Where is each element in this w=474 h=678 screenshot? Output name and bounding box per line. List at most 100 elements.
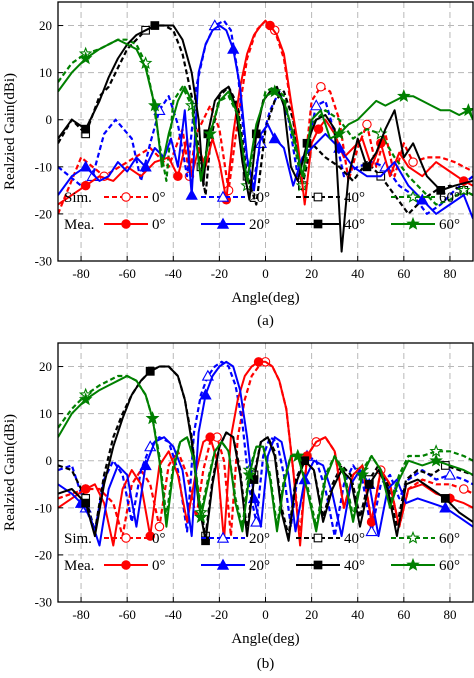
y-tick-label: -20 <box>35 547 52 562</box>
data-point-marker <box>227 42 240 54</box>
data-point-marker <box>443 468 457 480</box>
legend-swatch-marker <box>313 192 323 202</box>
legend-swatch-marker <box>313 560 323 570</box>
x-tick-label: -80 <box>72 607 89 622</box>
legend-entry-label: 60° <box>439 558 460 574</box>
legend-swatch-marker <box>121 219 131 229</box>
legend-swatch-marker <box>406 530 420 544</box>
data-point-marker <box>316 82 326 92</box>
x-tick-label: 60 <box>397 607 410 622</box>
data-point-marker <box>365 525 378 537</box>
data-point-marker <box>80 180 91 191</box>
data-point-marker <box>185 188 198 200</box>
legend-row-label: Sim. <box>64 531 92 547</box>
x-tick-label: -40 <box>165 266 182 281</box>
legend-swatch-marker <box>216 558 230 570</box>
data-point-marker <box>459 484 469 494</box>
legend-row-label: Sim. <box>64 190 92 206</box>
legend-swatch-marker <box>406 557 420 571</box>
legend-swatch-marker <box>313 219 323 229</box>
chart-panel-b: -80 -60 -40 -20 0 20 40 60 80 -30 -20 -10 0 10 20 Sim.… <box>2 342 474 672</box>
y-tick-label: 0 <box>46 453 53 468</box>
data-point-marker <box>201 536 210 546</box>
data-point-marker <box>332 126 347 140</box>
x-tick-label: -40 <box>165 607 182 622</box>
y-tick-label: -20 <box>35 206 52 221</box>
x-tick-label: -60 <box>118 607 135 622</box>
x-tick-label: -20 <box>211 266 228 281</box>
legend-entry-label: 60° <box>439 190 460 206</box>
data-point-marker <box>145 366 155 376</box>
data-point-marker <box>355 467 370 481</box>
data-point-marker <box>205 432 215 442</box>
legend-swatch-marker <box>406 189 420 203</box>
y-tick-label: -30 <box>35 254 52 269</box>
axis-ticks: -80 -60 -40 -20 0 20 40 60 80 -30 -20 -10 0 10 20 <box>35 359 457 622</box>
legend-swatch-marker <box>313 533 323 543</box>
y-tick-label: -10 <box>35 159 52 174</box>
series-line <box>58 38 473 182</box>
x-tick-label: 20 <box>305 266 318 281</box>
x-tick-label: -80 <box>72 266 89 281</box>
data-point-marker <box>313 124 324 134</box>
y-tick-label: 20 <box>39 18 52 33</box>
x-tick-label: 60 <box>397 266 410 281</box>
data-point-marker <box>397 89 411 102</box>
data-point-marker <box>265 20 275 31</box>
legend-swatch-marker <box>406 216 420 230</box>
data-point-marker <box>429 453 443 467</box>
data-point-marker <box>81 124 91 134</box>
data-point-marker <box>362 119 372 130</box>
x-tick-label: -60 <box>118 266 135 281</box>
data-point-marker <box>364 479 374 489</box>
y-axis-label: Realzied Gain(dBi) <box>2 73 18 190</box>
legend-entry-label: 20° <box>249 190 270 206</box>
legend: Sim. Mea. 0° 20° 40° 60° 0° 20° 40° 60° <box>64 189 460 233</box>
panel-label: (a) <box>257 313 274 329</box>
legend-entry-label: 20° <box>249 531 270 547</box>
data-point-marker <box>194 510 208 524</box>
series-mea-20- <box>58 360 473 547</box>
series-mea-0- <box>58 357 473 547</box>
data-point-marker <box>203 126 217 140</box>
data-point-marker <box>81 498 91 508</box>
x-axis-label: Angle(deg) <box>231 631 299 647</box>
series-mea-20- <box>58 24 473 219</box>
x-tick-label: 0 <box>262 607 269 622</box>
data-point-marker <box>253 357 264 367</box>
legend: Sim. Mea. 0° 20° 40° 60° 0° 20° 40° 60° <box>64 530 460 574</box>
legend-entry-label: 0° <box>152 190 166 206</box>
data-point-marker <box>268 132 281 144</box>
series-mea-60- <box>58 375 473 533</box>
data-point-marker <box>79 160 92 172</box>
x-tick-label: 0 <box>262 266 269 281</box>
data-point-marker <box>148 98 162 112</box>
chart-panel-a: -80 -60 -40 -20 0 20 40 60 80 -30 -20 -10 0 10 20 Sim.… <box>2 1 474 329</box>
legend-swatch-marker <box>216 190 230 202</box>
legend-entry-label: 40° <box>344 190 365 206</box>
data-point-marker <box>408 157 418 167</box>
data-point-marker <box>362 162 372 172</box>
y-axis-label: Realzied Gain(dBi) <box>2 414 18 531</box>
data-point-marker <box>436 186 446 195</box>
data-point-marker <box>300 456 310 466</box>
series-mea-60- <box>58 38 473 182</box>
data-point-marker <box>154 521 165 532</box>
legend-entry-label: 0° <box>152 531 166 547</box>
axis-ticks: -80 -60 -40 -20 0 20 40 60 80 -30 -20 -10 0 10 20 <box>35 18 457 281</box>
y-tick-label: 20 <box>39 359 52 374</box>
legend-entry-label: 40° <box>344 217 365 233</box>
data-point-marker <box>242 467 257 481</box>
legend-entry-label: 0° <box>152 217 166 233</box>
data-point-marker <box>310 99 323 111</box>
data-point-marker <box>456 183 471 197</box>
data-point-marker <box>173 171 183 181</box>
data-point-marker <box>145 531 155 541</box>
x-tick-label: 40 <box>351 266 364 281</box>
x-tick-label: 80 <box>443 607 456 622</box>
data-point-marker <box>145 411 160 425</box>
data-point-marker <box>267 84 282 98</box>
data-point-marker <box>139 459 152 471</box>
legend-entry-label: 60° <box>439 531 460 547</box>
